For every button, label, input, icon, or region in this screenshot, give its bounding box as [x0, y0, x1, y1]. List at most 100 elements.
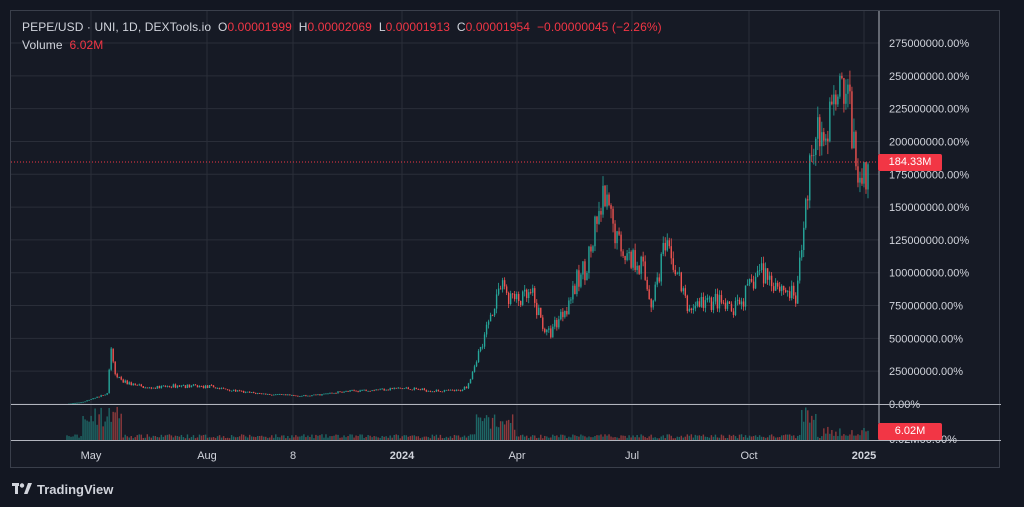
volume-bar: [168, 434, 171, 440]
candle-body: [624, 256, 626, 261]
volume-bar: [724, 438, 727, 440]
volume-bar: [833, 435, 835, 440]
chart-frame[interactable]: 275000000.00% 250000000.00% 225000000.00% 2…: [10, 10, 1001, 469]
candle-body: [413, 387, 416, 390]
volume-bar: [90, 415, 92, 440]
candle-body: [803, 227, 805, 250]
candle-body: [78, 402, 80, 404]
volume-bar: [353, 437, 355, 440]
candle-body: [128, 382, 130, 385]
volume-bar: [770, 434, 773, 440]
volume-bar: [548, 437, 550, 440]
candle-body: [393, 387, 395, 389]
candle-body: [614, 223, 616, 244]
candle-body: [222, 387, 225, 389]
volume-bar: [138, 434, 140, 440]
volume-bar: [630, 437, 632, 440]
volume-bar: [554, 435, 556, 440]
volume-bar: [433, 436, 436, 440]
candle-body: [379, 388, 381, 390]
candle-body: [90, 399, 92, 401]
volume-bar: [259, 435, 261, 440]
volume-bar: [122, 437, 124, 440]
candle-body: [658, 277, 660, 282]
volume-bar: [421, 437, 424, 440]
candle-body: [807, 199, 809, 201]
volume-bar: [546, 436, 548, 440]
volume-bar: [772, 436, 775, 440]
candle-body: [724, 302, 727, 309]
volume-bar: [644, 437, 646, 440]
y-tick-label: 25000000.00%: [889, 366, 963, 378]
candle-body: [746, 284, 749, 286]
volume-bar: [728, 434, 731, 440]
candle-body: [120, 377, 122, 380]
candle-body: [228, 389, 231, 391]
volume-bar: [305, 437, 307, 440]
volume-bar: [409, 435, 411, 440]
volume-bar: [365, 437, 367, 440]
candle-body: [381, 388, 383, 390]
candle-body: [106, 393, 108, 395]
candle-body: [590, 246, 592, 252]
candle-body: [319, 394, 321, 396]
candle-body: [791, 285, 793, 299]
candle-body: [401, 388, 403, 390]
volume-bar: [592, 437, 594, 440]
volume-bar: [347, 436, 349, 440]
candle-body: [708, 297, 711, 299]
volume-bar: [176, 436, 179, 440]
candle-body: [433, 391, 436, 393]
candle-body: [813, 155, 815, 156]
x-tick-label: 2025: [852, 450, 876, 462]
volume-bar: [752, 436, 755, 440]
volume-bar: [419, 438, 422, 440]
volume-bar: [234, 437, 237, 440]
candlestick-chart[interactable]: 275000000.00% 250000000.00% 225000000.00% 2…: [11, 11, 1001, 469]
candle-body: [853, 131, 855, 149]
volume-bar: [696, 435, 699, 440]
volume-bar: [608, 434, 610, 440]
volume-bar: [293, 437, 295, 440]
volume-bar: [232, 436, 235, 440]
change-value: −0.00000045 (−2.26%): [536, 20, 662, 34]
candle-body: [712, 301, 715, 311]
candle-body: [688, 308, 691, 312]
tradingview-logo[interactable]: TradingView: [12, 481, 113, 497]
candle-body: [710, 297, 713, 311]
volume-bar: [618, 438, 620, 440]
volume-bar: [76, 434, 78, 440]
volume-bar: [164, 435, 167, 440]
candle-body: [540, 307, 542, 318]
volume-bar: [503, 424, 506, 440]
grid: [11, 11, 879, 440]
candle-body: [467, 383, 470, 389]
candle-body: [182, 385, 185, 387]
volume-bars: [66, 406, 869, 440]
volume-bar: [459, 437, 462, 440]
candle-body: [718, 295, 721, 309]
volume-bar: [349, 434, 351, 440]
candle-body: [736, 299, 739, 301]
candle-body: [345, 391, 347, 392]
candle-body: [355, 390, 357, 392]
volume-bar: [295, 435, 297, 440]
candle-body: [670, 246, 672, 259]
volume-bar: [620, 435, 622, 440]
volume-bar: [341, 437, 343, 440]
volume-bar: [439, 434, 442, 440]
volume-bar: [102, 426, 104, 440]
volume-bar: [580, 434, 582, 440]
volume-bar: [558, 437, 560, 440]
candle-body: [572, 285, 574, 300]
volume-bar: [489, 428, 492, 440]
candle-body: [138, 384, 140, 386]
candle-body: [303, 395, 305, 396]
candle-body: [491, 314, 494, 316]
volume-bar: [401, 436, 403, 440]
candle-body: [694, 305, 697, 309]
candle-body: [317, 394, 319, 396]
candle-body: [311, 395, 313, 397]
volume-bar: [106, 416, 108, 440]
candle-body: [305, 395, 307, 397]
